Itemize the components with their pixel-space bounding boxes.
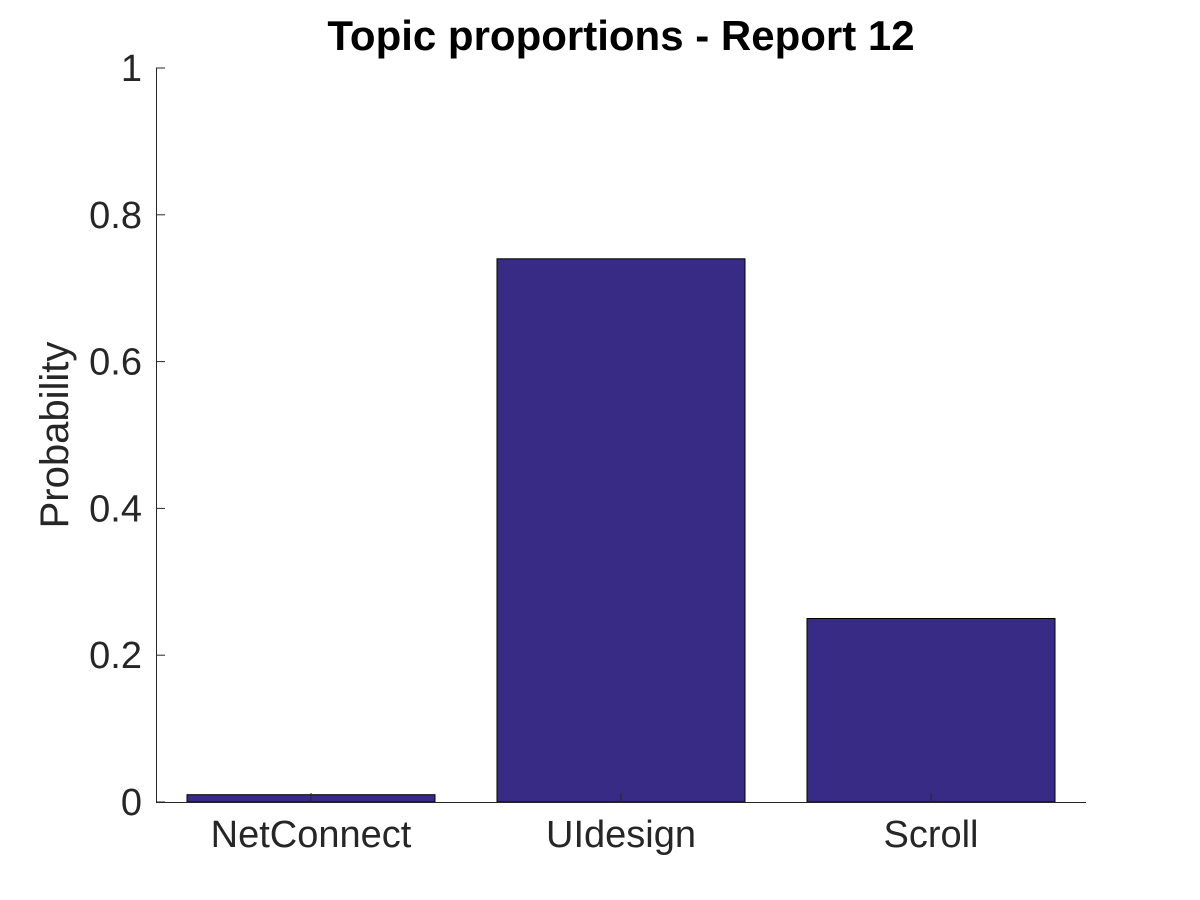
y-tick-label: 0.6 [89, 342, 142, 384]
bar-scroll [806, 618, 1056, 803]
bars-group [186, 258, 1056, 803]
chart-title: Topic proportions - Report 12 [327, 12, 914, 59]
y-tick-label: 0.2 [89, 635, 142, 677]
y-tick-label: 0.4 [89, 488, 142, 530]
y-tick-label: 0 [121, 782, 142, 824]
x-tick-label: Scroll [883, 814, 978, 856]
x-tick-label: UIdesign [546, 814, 696, 856]
y-axis-label: Probability [33, 342, 77, 529]
x-ticks-group: NetConnect UIdesign Scroll [211, 793, 979, 856]
y-tick-label: 1 [121, 48, 142, 90]
bar-uidesign [496, 258, 746, 803]
y-tick-label: 0.8 [89, 195, 142, 237]
y-ticks-group: 0 0.2 0.4 0.6 0.8 1 [89, 48, 165, 824]
x-tick-label: NetConnect [211, 814, 412, 856]
